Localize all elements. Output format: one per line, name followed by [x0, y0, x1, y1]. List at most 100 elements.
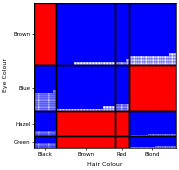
Bar: [86, 28, 89, 31]
Bar: [159, 138, 162, 139]
Bar: [119, 140, 120, 141]
Bar: [167, 136, 169, 138]
Bar: [95, 70, 98, 72]
Bar: [98, 65, 101, 68]
Bar: [49, 97, 50, 99]
Bar: [124, 47, 125, 50]
Bar: [51, 50, 52, 53]
Bar: [44, 62, 45, 65]
Bar: [47, 123, 49, 125]
Bar: [55, 79, 56, 81]
Bar: [148, 47, 150, 50]
Bar: [145, 123, 148, 125]
Bar: [95, 122, 98, 123]
Bar: [86, 74, 89, 77]
Bar: [45, 143, 46, 144]
Bar: [41, 117, 42, 118]
Bar: [112, 70, 115, 72]
Bar: [41, 81, 42, 84]
Bar: [117, 102, 118, 104]
Bar: [138, 123, 141, 125]
Bar: [138, 104, 141, 106]
Bar: [38, 12, 40, 15]
Bar: [77, 112, 80, 113]
Bar: [127, 50, 129, 53]
Bar: [37, 138, 38, 139]
Bar: [159, 59, 162, 62]
Bar: [46, 88, 47, 90]
Bar: [71, 135, 74, 136]
Bar: [36, 95, 37, 97]
Bar: [80, 140, 83, 141]
Bar: [169, 95, 171, 97]
Bar: [171, 121, 174, 122]
Bar: [47, 25, 49, 28]
Bar: [150, 146, 152, 147]
Bar: [50, 12, 51, 15]
Bar: [103, 95, 107, 97]
Bar: [112, 95, 115, 97]
Bar: [107, 74, 109, 77]
Bar: [120, 147, 121, 148]
Bar: [35, 116, 36, 117]
Bar: [157, 70, 159, 72]
Bar: [36, 138, 37, 139]
Bar: [49, 15, 50, 19]
Bar: [41, 118, 42, 120]
Bar: [125, 99, 126, 102]
Bar: [157, 136, 159, 138]
Bar: [150, 44, 152, 47]
Bar: [117, 56, 118, 59]
Bar: [41, 122, 42, 123]
Bar: [38, 129, 40, 130]
Bar: [103, 106, 107, 109]
Bar: [162, 15, 164, 19]
Bar: [41, 120, 42, 121]
Bar: [122, 6, 124, 9]
Bar: [136, 135, 138, 136]
Bar: [159, 88, 162, 90]
Bar: [162, 31, 164, 34]
Bar: [117, 84, 118, 86]
Bar: [148, 118, 150, 120]
Bar: [37, 79, 38, 81]
Bar: [120, 31, 121, 34]
Bar: [38, 112, 40, 113]
Bar: [141, 62, 143, 65]
Bar: [47, 112, 49, 113]
Bar: [34, 56, 35, 59]
Bar: [129, 79, 131, 81]
Bar: [157, 44, 159, 47]
Bar: [95, 77, 98, 79]
Bar: [162, 112, 164, 113]
Bar: [117, 37, 118, 40]
Bar: [50, 86, 51, 88]
Bar: [49, 99, 50, 102]
Bar: [83, 123, 86, 125]
Bar: [80, 113, 83, 115]
Bar: [52, 129, 53, 130]
Bar: [126, 135, 127, 136]
Bar: [86, 31, 89, 34]
Bar: [54, 40, 55, 44]
Bar: [83, 79, 86, 81]
Bar: [95, 136, 98, 138]
Bar: [174, 104, 176, 106]
Bar: [127, 53, 129, 56]
Bar: [121, 118, 122, 120]
Bar: [136, 9, 138, 12]
Bar: [98, 109, 101, 111]
Bar: [77, 12, 80, 15]
Bar: [89, 62, 92, 65]
Bar: [50, 122, 51, 123]
Bar: [40, 84, 41, 86]
Bar: [120, 19, 121, 22]
Bar: [136, 120, 138, 121]
Bar: [129, 117, 131, 118]
Bar: [38, 68, 40, 70]
Bar: [150, 134, 152, 135]
Bar: [83, 146, 86, 147]
Bar: [59, 99, 62, 102]
Bar: [92, 141, 95, 143]
Bar: [55, 77, 56, 79]
